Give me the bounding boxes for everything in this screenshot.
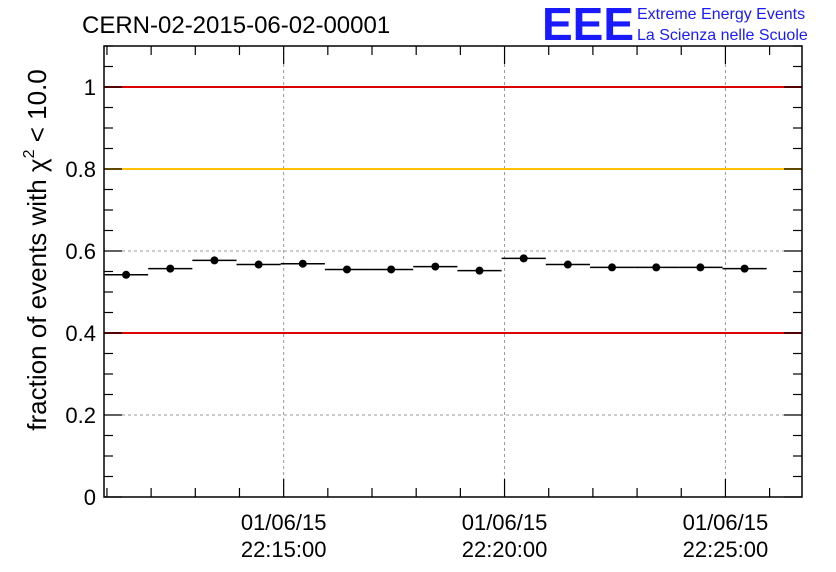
reference-lines [104, 86, 802, 334]
data-point [342, 265, 351, 274]
y-tick-label: 0.2 [65, 403, 96, 428]
data-point [254, 260, 263, 269]
x-tick-date-label: 01/06/15 [241, 510, 327, 535]
y-tick-label: 1 [84, 75, 96, 100]
data-points [104, 254, 767, 279]
logo-line-2: La Scienza nelle Scuole [637, 27, 808, 44]
grid [104, 46, 802, 497]
y-tick-label: 0.4 [65, 321, 96, 346]
y-tick-label: 0.8 [65, 157, 96, 182]
y-tick-labels: 0 0.2 0.4 0.6 0.8 1 [65, 75, 96, 510]
data-point [696, 263, 705, 272]
data-point [431, 262, 440, 271]
data-point [740, 264, 749, 273]
plot-frame [103, 45, 803, 498]
x-tick-time-label: 22:15:00 [241, 537, 327, 562]
y-axis-label: fraction of events with χ2 < 10.0 [21, 69, 52, 430]
data-point [475, 266, 484, 275]
x-tick-date-label: 01/06/15 [462, 510, 548, 535]
logo-line-1: Extreme Energy Events [637, 6, 805, 23]
logo-eee: EEE [542, 0, 634, 50]
data-point [387, 265, 396, 274]
data-point [563, 260, 572, 269]
x-tick-date-label: 01/06/15 [683, 510, 769, 535]
data-point [122, 270, 131, 279]
data-point [298, 259, 307, 268]
y-tick-label: 0.6 [65, 239, 96, 264]
x-tick-labels: 01/06/1522:15:0001/06/1522:20:0001/06/15… [241, 510, 768, 562]
x-tick-time-label: 22:25:00 [683, 537, 769, 562]
run-title: CERN-02-2015-06-02-00001 [82, 12, 390, 39]
axis-ticks [104, 45, 802, 498]
data-point [166, 264, 175, 273]
y-tick-label: 0 [84, 485, 96, 510]
eee-logo: EEE Extreme Energy Events La Scienza nel… [542, 0, 808, 50]
data-point [519, 254, 528, 263]
data-point [608, 263, 617, 272]
x-tick-time-label: 22:20:00 [462, 537, 548, 562]
data-point [652, 263, 661, 272]
data-point [210, 256, 219, 265]
